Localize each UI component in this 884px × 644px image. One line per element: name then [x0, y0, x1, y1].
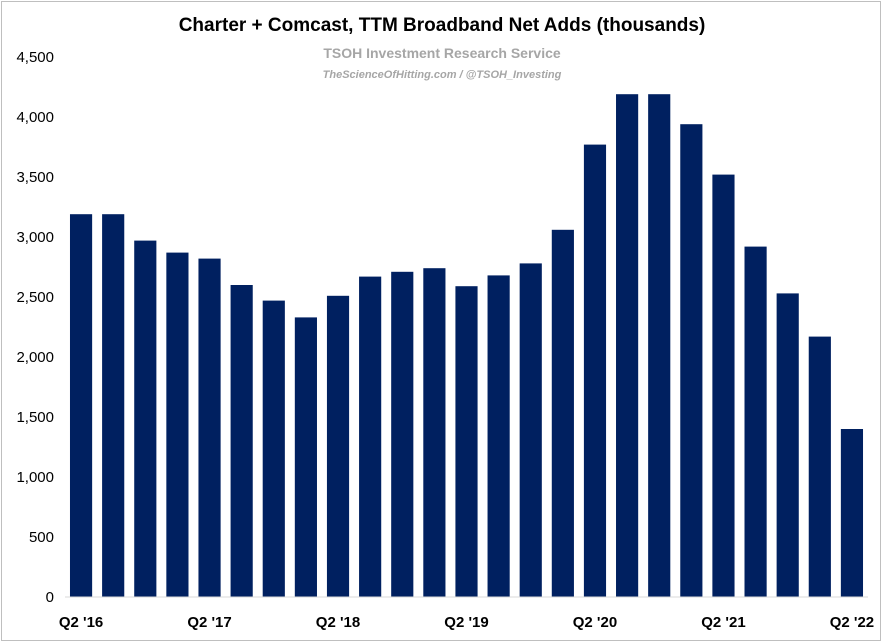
y-tick-label: 3,000 [16, 229, 54, 246]
bar [326, 295, 350, 597]
y-tick-label: 3,500 [16, 169, 54, 186]
y-tick-label: 4,000 [16, 109, 54, 126]
y-axis: 0 500 1,000 1,500 2,000 2,500 3,000 3,500 4,000 4… [16, 49, 54, 606]
bar [166, 252, 189, 597]
bar [712, 174, 735, 597]
y-tick-label: 1,000 [16, 469, 54, 486]
y-tick-label: 2,500 [16, 289, 54, 306]
bar [551, 229, 574, 598]
bar [423, 268, 446, 597]
x-tick-label: Q2 '21 [701, 614, 745, 631]
bar [487, 275, 510, 597]
bar [648, 94, 671, 597]
y-tick-label: 1,500 [16, 409, 54, 426]
bar [680, 124, 703, 597]
x-tick-label: Q2 '18 [316, 614, 360, 631]
bar [294, 317, 317, 597]
x-tick-label: Q2 '16 [59, 614, 103, 631]
bar [808, 336, 831, 597]
y-tick-label: 2,000 [16, 349, 54, 366]
bar [840, 429, 864, 597]
chart-title: Charter + Comcast, TTM Broadband Net Add… [178, 15, 706, 36]
bar [616, 94, 639, 597]
bar [391, 271, 414, 597]
x-tick-label: Q2 '22 [830, 614, 874, 631]
bars [69, 94, 864, 598]
bar [102, 214, 125, 597]
bar [583, 144, 607, 597]
bar [134, 240, 157, 597]
chart-subtitle: TSOH Investment Research Service [323, 45, 561, 61]
x-tick-label: Q2 '19 [444, 614, 488, 631]
bar [198, 258, 221, 597]
y-tick-label: 500 [29, 529, 54, 546]
x-axis: Q2 '16 Q2 '17 Q2 '18 Q2 '19 Q2 '20 Q2 '21 Q2 '… [59, 614, 874, 631]
y-tick-label: 0 [46, 589, 54, 606]
x-tick-label: Q2 '20 [573, 614, 617, 631]
bar [455, 286, 478, 597]
bar [776, 293, 799, 597]
x-tick-label: Q2 '17 [187, 614, 231, 631]
bar [519, 263, 542, 597]
bar [69, 214, 93, 597]
bar [744, 246, 767, 597]
bar [262, 300, 285, 597]
y-tick-label: 4,500 [16, 49, 54, 66]
bar [359, 276, 382, 597]
bar [230, 285, 253, 597]
chart-source: TheScienceOfHitting.com / @TSOH_Investin… [322, 69, 562, 81]
